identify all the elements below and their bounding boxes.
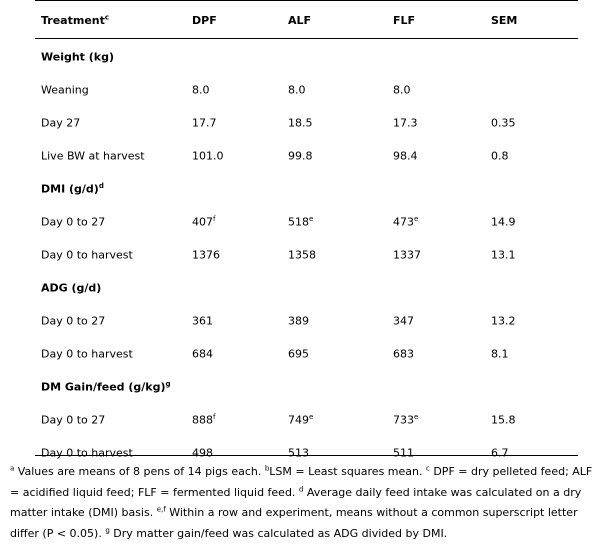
row-label: Day 0 to 27 — [41, 413, 106, 426]
results-table: Treatmentc DPF ALF FLF SEM Weight (kg) W… — [35, 0, 578, 469]
alf-value: 8.0 — [288, 83, 306, 96]
section-title: ADG (g/d) — [41, 281, 102, 294]
sem-value: 6.7 — [491, 446, 509, 459]
alf-value: 749e — [288, 412, 314, 426]
alf-value: 1358 — [288, 248, 316, 261]
dpf-value: 17.7 — [192, 116, 217, 129]
flf-value: 511 — [393, 446, 414, 459]
sem-value: 0.35 — [491, 116, 516, 129]
flf-value: 733e — [393, 412, 419, 426]
flf-value: 347 — [393, 314, 414, 327]
header-alf: ALF — [288, 14, 312, 27]
header-flf: FLF — [393, 14, 416, 27]
alf-value: 18.5 — [288, 116, 313, 129]
row-label: Day 0 to 27 — [41, 314, 106, 327]
section-title-weight: Weight (kg) — [35, 40, 578, 73]
table-header-row: Treatmentc DPF ALF FLF SEM — [35, 0, 578, 33]
footnote-b: LSM = Least squares mean. — [269, 465, 426, 478]
alf-value: 513 — [288, 446, 309, 459]
dpf-value: 8.0 — [192, 83, 210, 96]
dpf-value: 684 — [192, 347, 213, 360]
table-footnotes: a Values are means of 8 pens of 14 pigs … — [10, 462, 595, 544]
row-label: Day 0 to 27 — [41, 215, 106, 228]
sem-value: 14.9 — [491, 215, 516, 228]
section-title-dmi: DMI (g/d)d — [35, 172, 578, 205]
alf-value: 99.8 — [288, 149, 313, 162]
footnote-marker: c — [425, 464, 430, 473]
flf-value: 98.4 — [393, 149, 418, 162]
flf-value: 17.3 — [393, 116, 418, 129]
dpf-value: 101.0 — [192, 149, 224, 162]
section-title-adg: ADG (g/d) — [35, 271, 578, 304]
section-title: Weight (kg) — [41, 50, 115, 63]
alf-value: 389 — [288, 314, 309, 327]
table-row: Day 27 17.7 18.5 17.3 0.35 — [35, 106, 578, 139]
footnote-marker: b — [264, 464, 270, 473]
dpf-value: 361 — [192, 314, 213, 327]
footnote-marker: a — [10, 464, 15, 473]
footnote-ef: Within a row and experiment, means witho… — [10, 506, 578, 540]
section-title-gain: DM Gain/feed (g/kg)g — [35, 370, 578, 403]
row-label: Day 0 to harvest — [41, 347, 133, 360]
header-dpf: DPF — [192, 14, 217, 27]
alf-value: 695 — [288, 347, 309, 360]
table-header-rule — [35, 38, 578, 39]
alf-value: 518e — [288, 214, 314, 228]
sem-value: 0.8 — [491, 149, 509, 162]
section-title: DMI (g/d)d — [41, 181, 104, 195]
footnote-c: DPF = dry pelleted feed; ALF = acidified… — [10, 465, 593, 499]
flf-value: 8.0 — [393, 83, 411, 96]
row-label: Day 0 to harvest — [41, 446, 133, 459]
table-bottom-rule — [35, 455, 578, 456]
flf-value: 683 — [393, 347, 414, 360]
footnote-marker: e,f — [156, 505, 166, 514]
row-label: Day 27 — [41, 116, 81, 129]
table-row: Weaning 8.0 8.0 8.0 — [35, 73, 578, 106]
footnote-marker: g — [105, 525, 110, 534]
table-row: Day 0 to harvest 498 513 511 6.7 — [35, 436, 578, 469]
table-top-rule — [35, 0, 578, 1]
dpf-value: 498 — [192, 446, 213, 459]
row-label: Live BW at harvest — [41, 149, 145, 162]
table-row: Live BW at harvest 101.0 99.8 98.4 0.8 — [35, 139, 578, 172]
table-row: Day 0 to 27 361 389 347 13.2 — [35, 304, 578, 337]
table-row: Day 0 to harvest 1376 1358 1337 13.1 — [35, 238, 578, 271]
table-row: Day 0 to 27 888f 749e 733e 15.8 — [35, 403, 578, 436]
sem-value: 13.2 — [491, 314, 516, 327]
sem-value: 13.1 — [491, 248, 516, 261]
section-title: DM Gain/feed (g/kg)g — [41, 379, 171, 393]
header-sem: SEM — [491, 14, 518, 27]
dpf-value: 1376 — [192, 248, 220, 261]
row-label: Weaning — [41, 83, 89, 96]
sem-value: 8.1 — [491, 347, 509, 360]
header-treatment: Treatmentc — [41, 13, 110, 27]
sem-value: 15.8 — [491, 413, 516, 426]
footnote-d: Average daily feed intake was calculated… — [10, 485, 582, 520]
footnote-g: Dry matter gain/feed was calculated as A… — [109, 526, 448, 540]
flf-value: 1337 — [393, 248, 421, 261]
table-row: Day 0 to harvest 684 695 683 8.1 — [35, 337, 578, 370]
flf-value: 473e — [393, 214, 419, 228]
footnote-a: Values are means of 8 pens of 14 pigs ea… — [14, 465, 265, 478]
table-row: Day 0 to 27 407f 518e 473e 14.9 — [35, 205, 578, 238]
dpf-value: 407f — [192, 214, 216, 228]
row-label: Day 0 to harvest — [41, 248, 133, 261]
footnote-marker: d — [298, 484, 304, 493]
dpf-value: 888f — [192, 412, 216, 426]
